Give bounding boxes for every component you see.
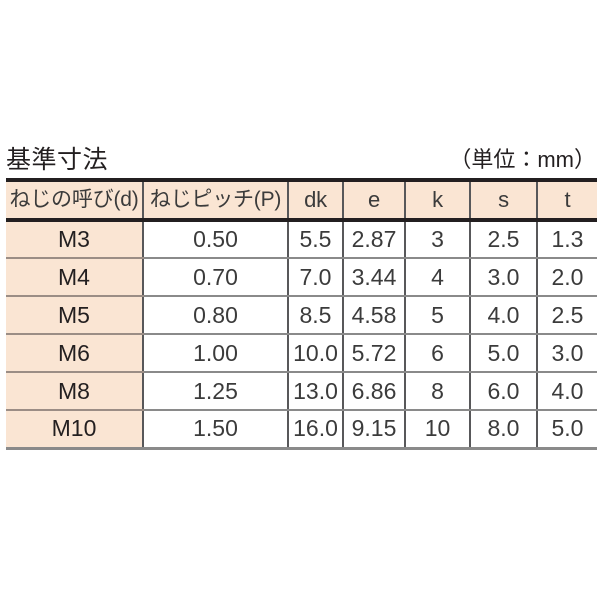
header-row: ねじの呼び(d) ねじピッチ(P) dk e k s t [6,178,597,222]
table-row: M6 1.00 10.0 5.72 6 5.0 3.0 [6,333,597,373]
cell-s: 5.0 [469,333,538,373]
cell-dk: 16.0 [287,409,344,450]
cell-s: 4.0 [469,295,538,335]
table-row: M10 1.50 16.0 9.15 10 8.0 5.0 [6,409,597,450]
cell-d: M10 [6,409,144,450]
cell-pitch: 1.00 [142,333,289,373]
table-row: M3 0.50 5.5 2.87 3 2.5 1.3 [6,220,597,259]
cell-k: 5 [404,295,471,335]
cell-pitch: 1.25 [142,371,289,411]
cell-dk: 8.5 [287,295,344,335]
cell-d: M8 [6,371,144,411]
cell-e: 6.86 [342,371,406,411]
cell-d: M4 [6,257,144,297]
dimensions-table-wrap: ねじの呼び(d) ねじピッチ(P) dk e k s t M3 0.50 5.5… [6,178,597,450]
cell-dk: 10.0 [287,333,344,373]
table-caption: 基準寸法 （単位：mm） [6,136,596,174]
page-title: 基準寸法 [6,146,109,174]
cell-e: 5.72 [342,333,406,373]
cell-t: 5.0 [536,409,597,450]
dimensions-table: ねじの呼び(d) ねじピッチ(P) dk e k s t M3 0.50 5.5… [6,178,597,450]
cell-s: 8.0 [469,409,538,450]
cell-s: 2.5 [469,220,538,259]
cell-s: 3.0 [469,257,538,297]
table-row: M8 1.25 13.0 6.86 8 6.0 4.0 [6,371,597,411]
cell-k: 6 [404,333,471,373]
cell-s: 6.0 [469,371,538,411]
cell-d: M6 [6,333,144,373]
cell-e: 2.87 [342,220,406,259]
cell-e: 3.44 [342,257,406,297]
column-header-s: s [469,178,538,222]
table-row: M4 0.70 7.0 3.44 4 3.0 2.0 [6,257,597,297]
cell-t: 2.0 [536,257,597,297]
table-row: M5 0.80 8.5 4.58 5 4.0 2.5 [6,295,597,335]
cell-dk: 13.0 [287,371,344,411]
column-header-k: k [404,178,471,222]
cell-dk: 7.0 [287,257,344,297]
cell-t: 3.0 [536,333,597,373]
cell-k: 8 [404,371,471,411]
cell-d: M3 [6,220,144,259]
cell-k: 3 [404,220,471,259]
table-header: ねじの呼び(d) ねじピッチ(P) dk e k s t [6,178,597,222]
cell-d: M5 [6,295,144,335]
cell-pitch: 0.80 [142,295,289,335]
column-header-t: t [536,178,597,222]
column-header-dk: dk [287,178,344,222]
cell-t: 2.5 [536,295,597,335]
cell-k: 4 [404,257,471,297]
cell-k: 10 [404,409,471,450]
cell-t: 4.0 [536,371,597,411]
table-body: M3 0.50 5.5 2.87 3 2.5 1.3 M4 0.70 7.0 3… [6,220,597,450]
column-header-pitch: ねじピッチ(P) [142,178,289,222]
cell-pitch: 1.50 [142,409,289,450]
cell-dk: 5.5 [287,220,344,259]
column-header-d: ねじの呼び(d) [6,178,144,222]
column-header-e: e [342,178,406,222]
cell-pitch: 0.70 [142,257,289,297]
cell-e: 9.15 [342,409,406,450]
cell-t: 1.3 [536,220,597,259]
cell-e: 4.58 [342,295,406,335]
unit-note: （単位：mm） [449,147,596,172]
cell-pitch: 0.50 [142,220,289,259]
